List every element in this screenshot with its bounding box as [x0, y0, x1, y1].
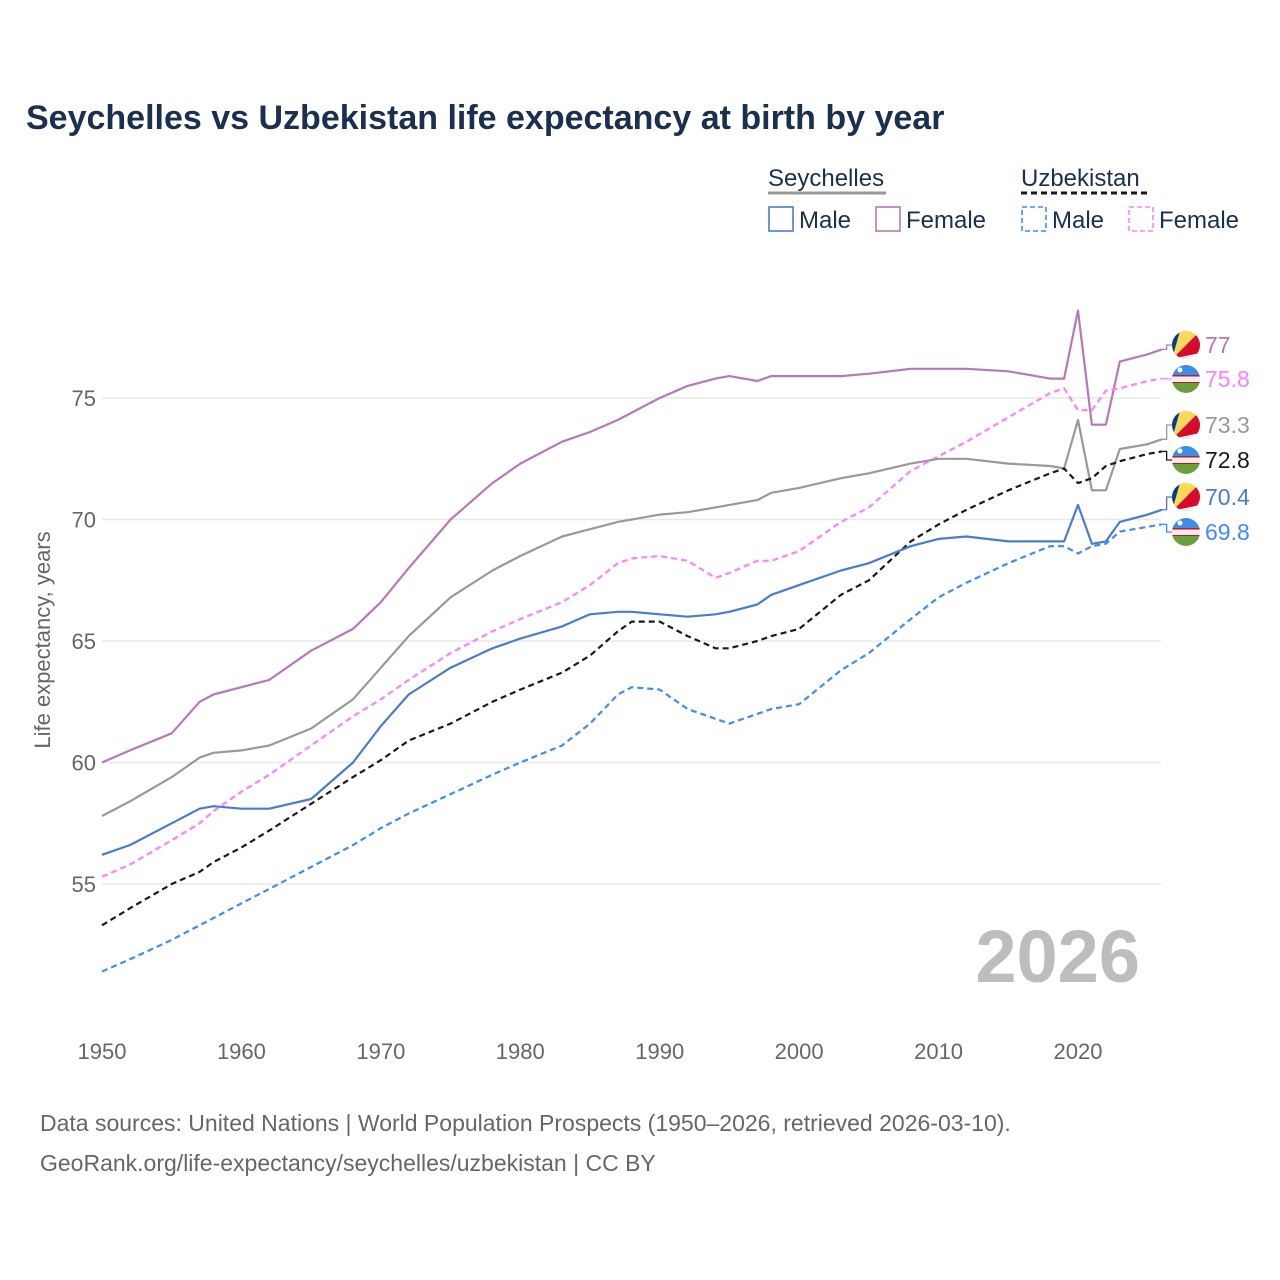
- y-tick-label: 70: [72, 508, 96, 533]
- series-line-seychelles-female: [101, 309, 1163, 764]
- uzbekistan-flag-icon: [1172, 446, 1200, 474]
- legend-seychelles-male-swatch: [768, 206, 794, 232]
- x-tick-label: 1990: [635, 1039, 684, 1064]
- end-value-label: 70.4: [1205, 484, 1250, 510]
- series-line-seychelles: [101, 418, 1163, 817]
- end-value-label: 69.8: [1205, 519, 1250, 545]
- uzbekistan-flag-icon: [1172, 518, 1200, 546]
- end-value-label: 75.8: [1205, 366, 1250, 392]
- end-label-connector: [1161, 450, 1174, 461]
- end-labels: 77 75.8 73.3 72.8 70.4 69.8: [1161, 331, 1250, 546]
- chart-title: Seychelles vs Uzbekistan life expectancy…: [26, 99, 944, 137]
- y-tick-label: 55: [72, 872, 96, 897]
- legend: Seychelles Male Female Uzbekistan Male F…: [768, 165, 1239, 234]
- y-axis-label: Life expectancy, years: [30, 531, 55, 748]
- series-lines: [101, 309, 1163, 973]
- seychelles-flag-icon: [1172, 331, 1200, 359]
- legend-seychelles-female-swatch: [875, 206, 901, 232]
- x-tick-label: 1950: [78, 1039, 127, 1064]
- y-tick-label: 65: [72, 629, 96, 654]
- end-label-connector: [1161, 344, 1174, 351]
- x-tick-label: 1980: [496, 1039, 545, 1064]
- end-label-connector: [1161, 496, 1174, 511]
- legend-uzbekistan-female-label: Female: [1159, 207, 1239, 234]
- series-line-uzbekistan-female: [101, 377, 1162, 878]
- end-value-label: 77: [1205, 332, 1231, 358]
- y-tick-label: 60: [72, 751, 96, 776]
- source-line-1: Data sources: United Nations | World Pop…: [40, 1110, 1011, 1136]
- x-tick-label: 1970: [356, 1039, 405, 1064]
- legend-seychelles-male-label: Male: [799, 207, 851, 234]
- year-watermark: 2026: [975, 915, 1140, 998]
- x-axis-ticks: 1950 1960 1970 1980 1990 2000 2010 2020: [78, 1039, 1103, 1064]
- legend-uzbekistan-heading: Uzbekistan: [1021, 165, 1140, 192]
- legend-seychelles-heading: Seychelles: [768, 165, 884, 192]
- legend-uzbekistan-male-swatch: [1021, 206, 1047, 232]
- end-label-connector: [1161, 424, 1174, 440]
- gridlines: [102, 397, 1161, 885]
- x-tick-label: 1960: [217, 1039, 266, 1064]
- series-line-seychelles-male: [101, 503, 1163, 856]
- series-line-uzbekistan: [101, 450, 1162, 927]
- x-tick-label: 2000: [775, 1039, 824, 1064]
- seychelles-flag-icon: [1172, 483, 1200, 511]
- end-value-label: 73.3: [1205, 412, 1250, 438]
- end-label-connector: [1161, 523, 1174, 533]
- y-axis-ticks: 55 60 65 70 75: [72, 386, 96, 897]
- legend-uzbekistan-female-swatch: [1128, 206, 1154, 232]
- x-tick-label: 2020: [1054, 1039, 1103, 1064]
- seychelles-flag-icon: [1172, 411, 1200, 439]
- source-line-2: GeoRank.org/life-expectancy/seychelles/u…: [40, 1150, 656, 1176]
- legend-uzbekistan-male-label: Male: [1052, 207, 1104, 234]
- x-tick-label: 2010: [914, 1039, 963, 1064]
- y-tick-label: 75: [72, 386, 96, 411]
- series-line-uzbekistan-male: [101, 523, 1162, 973]
- uzbekistan-flag-icon: [1172, 365, 1200, 393]
- end-value-label: 72.8: [1205, 447, 1250, 473]
- legend-seychelles-female-label: Female: [906, 207, 986, 234]
